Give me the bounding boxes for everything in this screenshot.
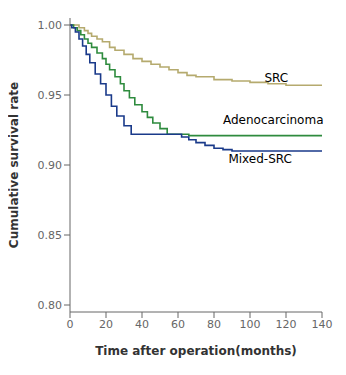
svg-text:80: 80 <box>207 318 221 331</box>
svg-text:1.00: 1.00 <box>38 19 63 32</box>
svg-text:Adenocarcinoma: Adenocarcinoma <box>223 113 324 127</box>
svg-text:Time after operation(months): Time after operation(months) <box>95 344 297 358</box>
svg-text:0.85: 0.85 <box>38 229 63 242</box>
svg-text:0: 0 <box>67 318 74 331</box>
svg-text:120: 120 <box>276 318 297 331</box>
svg-text:140: 140 <box>312 318 333 331</box>
svg-text:0.80: 0.80 <box>38 299 63 312</box>
svg-text:60: 60 <box>171 318 185 331</box>
svg-text:20: 20 <box>99 318 113 331</box>
svg-text:SRC: SRC <box>264 71 288 85</box>
svg-text:0.90: 0.90 <box>38 159 63 172</box>
svg-text:Mixed-SRC: Mixed-SRC <box>228 152 292 166</box>
svg-text:Cumulative survival rate: Cumulative survival rate <box>8 82 21 248</box>
svg-text:0.95: 0.95 <box>38 89 63 102</box>
svg-text:40: 40 <box>135 318 149 331</box>
svg-text:100: 100 <box>240 318 261 331</box>
